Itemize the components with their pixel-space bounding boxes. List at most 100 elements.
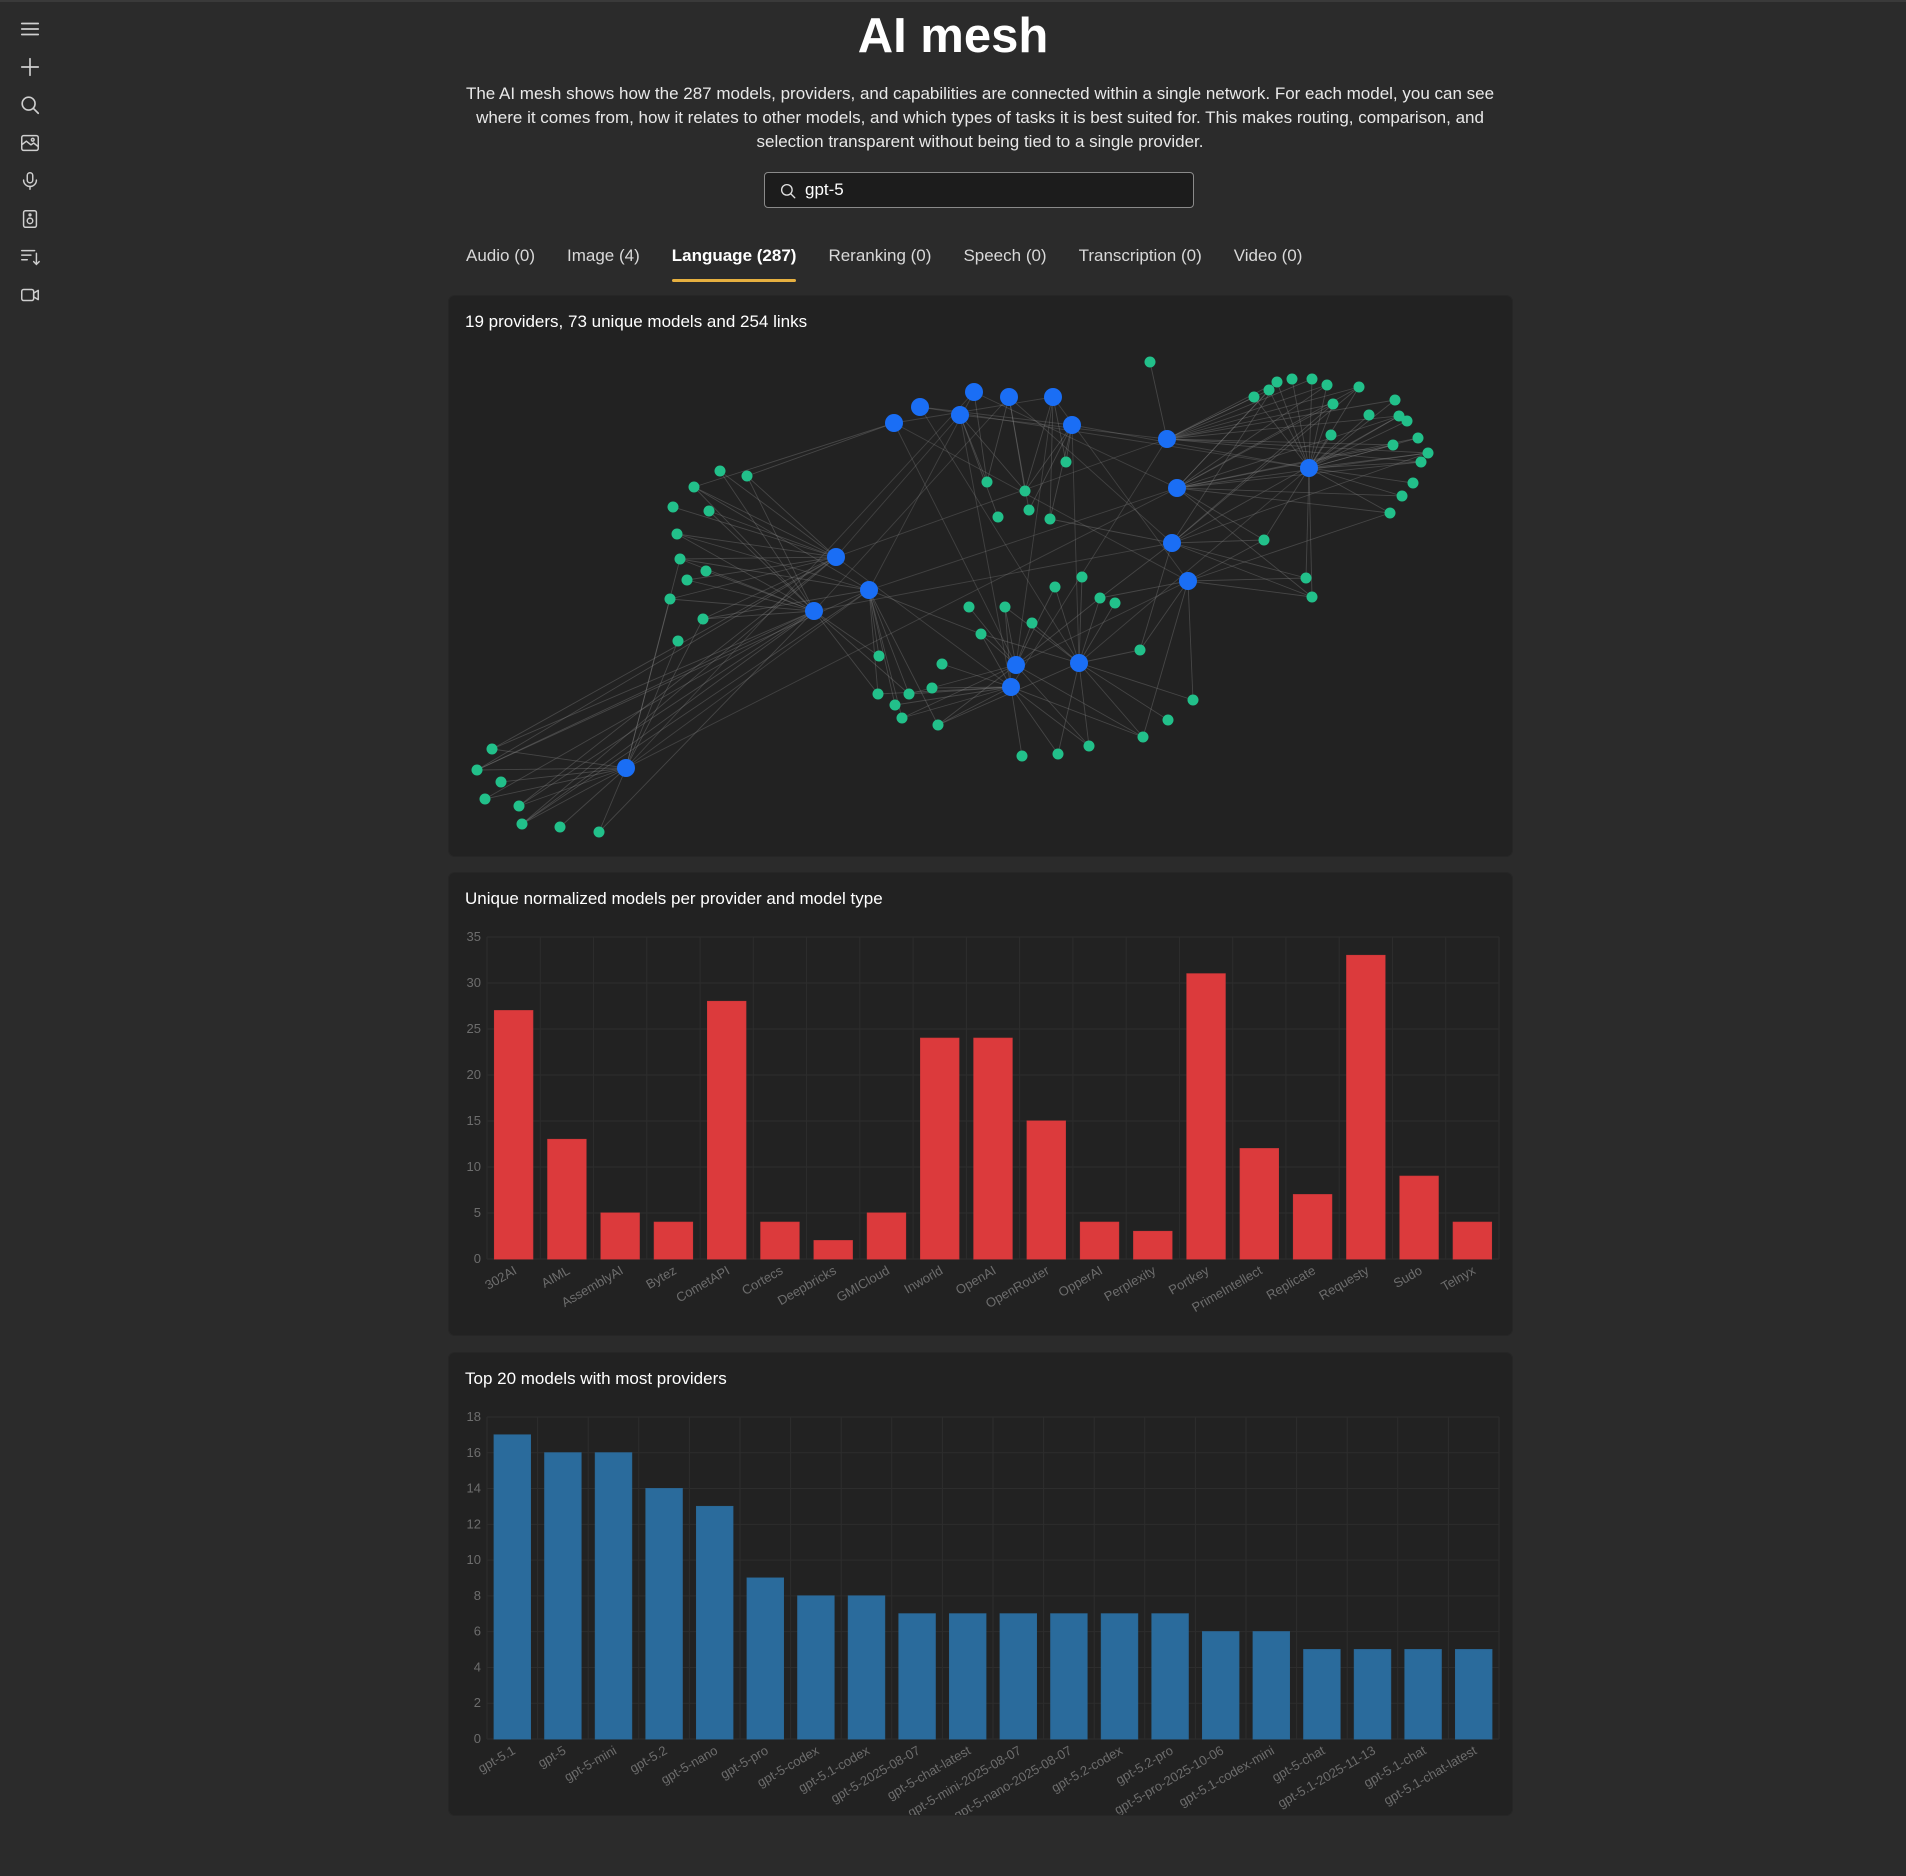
provider-node[interactable] xyxy=(1070,654,1088,672)
model-node[interactable] xyxy=(1412,432,1424,444)
provider-node[interactable] xyxy=(1000,388,1018,406)
model-node[interactable] xyxy=(932,719,944,731)
model-node[interactable] xyxy=(1258,534,1270,546)
model-node[interactable] xyxy=(1137,731,1149,743)
model-node[interactable] xyxy=(516,818,528,830)
bar-model[interactable] xyxy=(695,1505,734,1740)
model-node[interactable] xyxy=(936,658,948,670)
model-node[interactable] xyxy=(697,613,709,625)
model-node[interactable] xyxy=(1248,391,1260,403)
model-node[interactable] xyxy=(1327,398,1339,410)
model-node[interactable] xyxy=(975,628,987,640)
provider-node[interactable] xyxy=(1044,388,1062,406)
tab-audio[interactable]: Audio (0) xyxy=(466,246,535,265)
video-icon[interactable] xyxy=(18,283,42,307)
tab-speech[interactable]: Speech (0) xyxy=(963,246,1047,265)
model-node[interactable] xyxy=(741,470,753,482)
bar-model[interactable] xyxy=(1454,1649,1493,1740)
provider-node[interactable] xyxy=(617,759,635,777)
model-node[interactable] xyxy=(1049,581,1061,593)
model-node[interactable] xyxy=(873,650,885,662)
provider-node[interactable] xyxy=(1002,678,1020,696)
bar-model[interactable] xyxy=(645,1488,683,1740)
model-node[interactable] xyxy=(1026,617,1038,629)
speaker-icon[interactable] xyxy=(18,207,42,231)
bar-provider[interactable] xyxy=(1079,1221,1120,1260)
model-node[interactable] xyxy=(1187,694,1199,706)
model-node[interactable] xyxy=(714,465,726,477)
tab-language[interactable]: Language (287) xyxy=(671,246,796,282)
model-node[interactable] xyxy=(889,699,901,711)
model-node[interactable] xyxy=(495,776,507,788)
bar-provider[interactable] xyxy=(707,1000,747,1260)
model-node[interactable] xyxy=(513,800,525,812)
model-node[interactable] xyxy=(896,712,908,724)
bar-provider[interactable] xyxy=(547,1138,587,1260)
model-node[interactable] xyxy=(1094,592,1106,604)
menu-icon[interactable] xyxy=(18,17,42,41)
model-node[interactable] xyxy=(1023,504,1035,516)
provider-node[interactable] xyxy=(951,406,969,424)
bar-model[interactable] xyxy=(746,1577,785,1740)
bar-model[interactable] xyxy=(948,1613,987,1740)
model-node[interactable] xyxy=(1325,429,1337,441)
provider-node[interactable] xyxy=(1300,459,1318,477)
bar-model[interactable] xyxy=(594,1452,633,1740)
bar-provider[interactable] xyxy=(1026,1120,1066,1260)
bar-model[interactable] xyxy=(544,1452,582,1740)
bar-provider[interactable] xyxy=(1133,1230,1173,1260)
model-node[interactable] xyxy=(688,481,700,493)
model-node[interactable] xyxy=(703,505,715,517)
model-node[interactable] xyxy=(1263,384,1275,396)
model-node[interactable] xyxy=(486,743,498,755)
image-icon[interactable] xyxy=(18,131,42,155)
bar-provider[interactable] xyxy=(600,1212,640,1260)
model-node[interactable] xyxy=(593,826,605,838)
model-node[interactable] xyxy=(672,635,684,647)
bar-model[interactable] xyxy=(1252,1631,1291,1740)
bar-model[interactable] xyxy=(1201,1631,1240,1740)
model-node[interactable] xyxy=(999,601,1011,613)
model-node[interactable] xyxy=(1306,591,1318,603)
provider-node[interactable] xyxy=(860,581,878,599)
model-node[interactable] xyxy=(674,553,686,565)
bar-provider[interactable] xyxy=(493,1010,534,1260)
bar-provider[interactable] xyxy=(653,1221,694,1260)
bar-model[interactable] xyxy=(847,1595,886,1740)
bar-provider[interactable] xyxy=(1346,954,1386,1260)
bar-model[interactable] xyxy=(797,1595,835,1740)
model-node[interactable] xyxy=(1016,750,1028,762)
provider-node[interactable] xyxy=(965,383,983,401)
model-node[interactable] xyxy=(1396,490,1408,502)
bar-model[interactable] xyxy=(493,1434,532,1740)
model-node[interactable] xyxy=(1389,394,1401,406)
model-node[interactable] xyxy=(981,476,993,488)
bar-provider[interactable] xyxy=(1239,1148,1279,1260)
bar-model[interactable] xyxy=(999,1613,1038,1740)
model-node[interactable] xyxy=(554,821,566,833)
model-node[interactable] xyxy=(681,574,693,586)
tab-video[interactable]: Video (0) xyxy=(1233,246,1303,265)
model-node[interactable] xyxy=(1076,571,1088,583)
model-node[interactable] xyxy=(1422,447,1434,459)
provider-node[interactable] xyxy=(911,398,929,416)
model-node[interactable] xyxy=(664,593,676,605)
bar-provider[interactable] xyxy=(1186,973,1226,1260)
bar-model[interactable] xyxy=(1151,1613,1189,1740)
bar-model[interactable] xyxy=(1303,1649,1341,1740)
model-node[interactable] xyxy=(992,511,1004,523)
provider-node[interactable] xyxy=(827,548,845,566)
bar-model[interactable] xyxy=(1050,1613,1088,1740)
search-input[interactable] xyxy=(805,173,1185,207)
bar-provider[interactable] xyxy=(920,1037,960,1260)
model-node[interactable] xyxy=(1393,410,1405,422)
provider-node[interactable] xyxy=(1168,479,1186,497)
bar-model[interactable] xyxy=(1353,1649,1392,1740)
model-node[interactable] xyxy=(1109,597,1121,609)
model-node[interactable] xyxy=(1387,439,1399,451)
provider-node[interactable] xyxy=(1163,534,1181,552)
model-node[interactable] xyxy=(1353,381,1365,393)
tab-reranking[interactable]: Reranking (0) xyxy=(828,246,932,265)
model-node[interactable] xyxy=(1401,415,1413,427)
model-node[interactable] xyxy=(1052,748,1064,760)
